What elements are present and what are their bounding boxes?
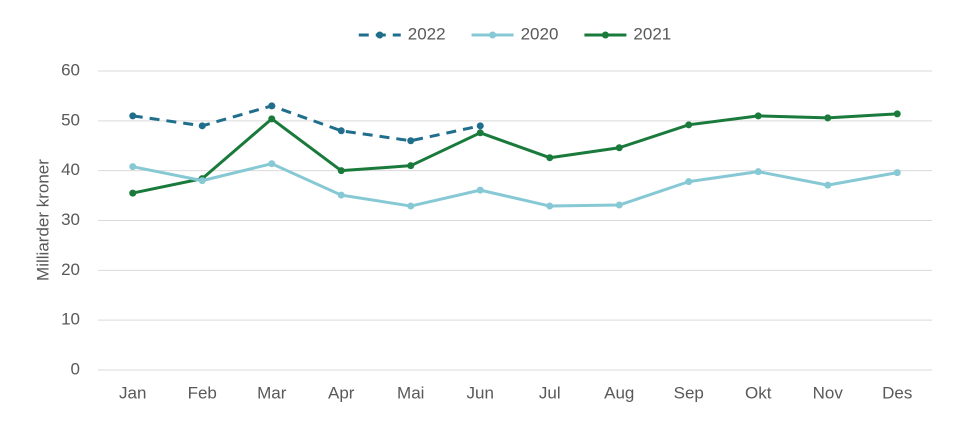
y-tick-label: 30	[61, 210, 80, 229]
point	[129, 112, 137, 120]
x-tick-label: Jun	[467, 383, 494, 402]
point	[824, 114, 832, 122]
point	[129, 189, 137, 197]
point	[476, 129, 484, 137]
x-tick-label: Mar	[257, 383, 287, 402]
x-tick-label: Des	[882, 383, 912, 402]
point	[407, 137, 415, 145]
point	[476, 122, 484, 130]
x-tick-label: Jul	[539, 383, 561, 402]
y-tick-label: 60	[61, 60, 80, 79]
point	[337, 127, 345, 135]
point	[685, 121, 693, 129]
y-tick-label: 10	[61, 310, 80, 329]
point	[407, 202, 415, 210]
legend-marker	[489, 31, 497, 39]
legend-label: 2022	[408, 24, 446, 43]
x-tick-label: Jan	[119, 383, 146, 402]
x-tick-label: Okt	[745, 383, 772, 402]
point	[407, 162, 415, 170]
y-axis-label: Milliarder kroner	[33, 159, 52, 281]
point	[198, 177, 206, 185]
point	[476, 186, 484, 194]
x-tick-label: Apr	[328, 383, 355, 402]
x-tick-label: Sep	[674, 383, 704, 402]
point	[546, 202, 554, 210]
legend-marker	[376, 31, 384, 39]
series-line	[132, 112, 898, 195]
point	[268, 160, 276, 168]
y-tick-label: 50	[61, 110, 80, 129]
series-line	[132, 162, 898, 208]
y-tick-label: 0	[71, 359, 80, 378]
y-tick-label: 20	[61, 260, 80, 279]
point	[754, 112, 762, 120]
point	[337, 191, 345, 199]
point	[615, 201, 623, 209]
point	[129, 163, 137, 171]
x-tick-label: Mai	[397, 383, 424, 402]
point	[893, 169, 901, 177]
legend-marker	[601, 31, 609, 39]
y-tick-label: 40	[61, 160, 80, 179]
x-tick-label: Feb	[188, 383, 217, 402]
point	[893, 110, 901, 118]
point	[824, 181, 832, 189]
point	[337, 167, 345, 175]
point	[198, 122, 206, 130]
point	[546, 154, 554, 162]
x-tick-label: Nov	[813, 383, 844, 402]
point	[754, 168, 762, 176]
point	[268, 115, 276, 123]
point	[685, 178, 693, 186]
series-line	[132, 104, 481, 143]
legend-label: 2020	[521, 24, 559, 43]
point	[615, 144, 623, 152]
point	[268, 102, 276, 110]
x-tick-label: Aug	[604, 383, 634, 402]
legend-label: 2021	[633, 24, 671, 43]
